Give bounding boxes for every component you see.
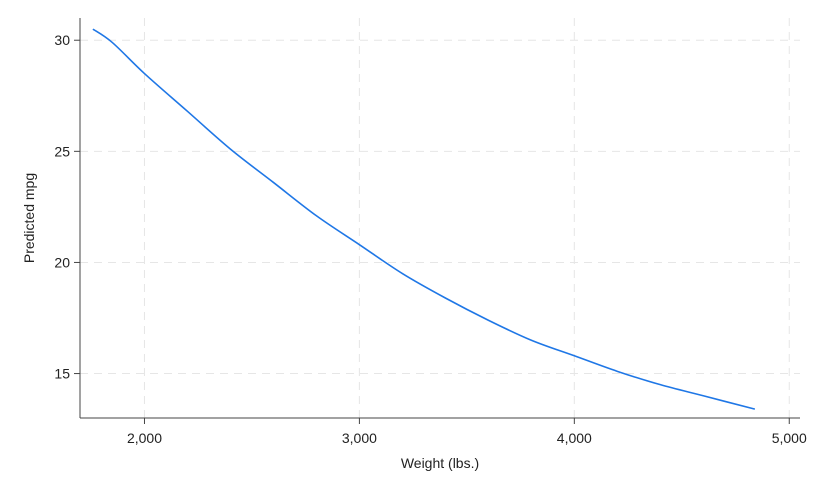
x-tick-label: 5,000 <box>772 430 807 446</box>
y-tick-label: 30 <box>54 32 70 48</box>
y-tick-label: 15 <box>54 366 70 382</box>
grid <box>80 18 800 418</box>
x-tick-label: 2,000 <box>127 430 162 446</box>
x-tick-label: 4,000 <box>557 430 592 446</box>
series-line <box>92 28 756 410</box>
y-tick-label: 20 <box>54 254 70 270</box>
x-tick-label: 3,000 <box>342 430 377 446</box>
y-axis-title: Predicted mpg <box>21 173 37 263</box>
series <box>92 28 756 410</box>
x-axis-title: Weight (lbs.) <box>401 455 479 471</box>
y-tick-label: 25 <box>54 143 70 159</box>
ticks: 2,000 3,000 4,000 5,000 15 20 25 30 <box>54 32 807 446</box>
axes <box>79 18 800 419</box>
